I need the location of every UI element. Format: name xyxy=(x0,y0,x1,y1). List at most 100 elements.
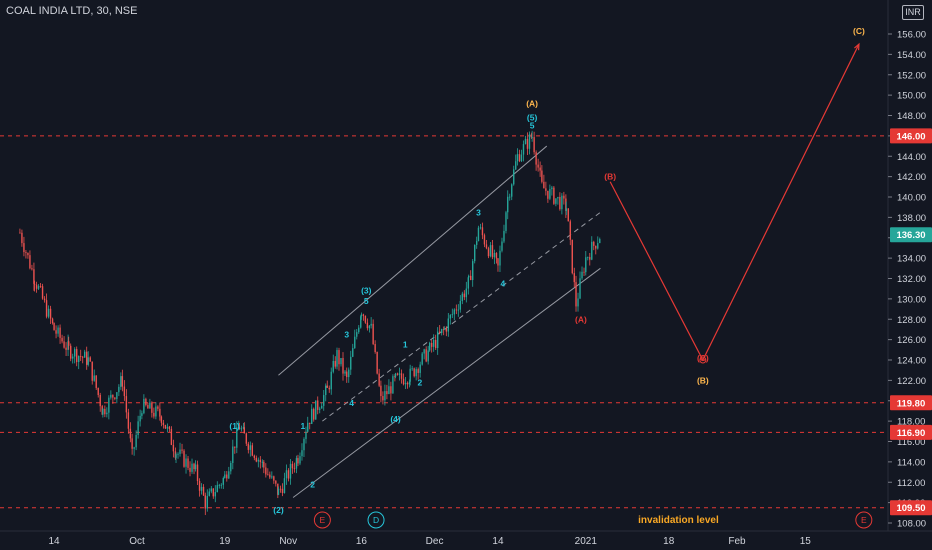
candle-body xyxy=(55,330,57,334)
candle-body xyxy=(436,331,439,349)
candle-body xyxy=(106,412,108,415)
wave-label: 1 xyxy=(300,421,305,431)
candle-body xyxy=(360,316,362,328)
candle-body xyxy=(137,421,139,436)
candle-body xyxy=(413,368,415,377)
candle-body xyxy=(555,198,557,204)
candle-body xyxy=(515,161,517,170)
price-tick-label: 126.00 xyxy=(897,335,926,346)
candle-body xyxy=(238,427,241,430)
currency-badge[interactable]: INR xyxy=(902,5,924,20)
candle-body xyxy=(191,463,193,472)
candle-body xyxy=(41,286,44,299)
candle-body xyxy=(591,241,593,260)
candle-body xyxy=(372,323,374,345)
candle-body xyxy=(368,325,371,329)
candle-body xyxy=(251,445,254,456)
price-tick-label: 148.00 xyxy=(897,111,926,122)
candle-body xyxy=(206,495,208,509)
candle-body xyxy=(267,474,269,476)
candle-body xyxy=(468,275,470,278)
candle-body xyxy=(102,408,104,415)
level-price-label: 119.80 xyxy=(897,398,926,409)
level-price-label: 109.50 xyxy=(896,503,925,514)
candle-body xyxy=(409,368,411,382)
candle-body xyxy=(187,458,189,468)
price-tick-label: 142.00 xyxy=(897,172,926,183)
candle-body xyxy=(495,253,498,259)
candle-body xyxy=(279,488,282,490)
candle-body xyxy=(309,422,311,424)
wave-label: 2 xyxy=(418,377,423,387)
candle-body xyxy=(283,478,286,494)
candle-body xyxy=(33,283,36,285)
candle-body xyxy=(208,491,210,496)
candle-body xyxy=(91,361,93,381)
candle-body xyxy=(172,444,175,452)
price-tick-label: 138.00 xyxy=(897,213,926,224)
candle-body xyxy=(330,371,332,390)
candle-body xyxy=(541,170,543,182)
channel-line xyxy=(322,211,601,422)
time-tick-label: 15 xyxy=(800,536,812,547)
candle-body xyxy=(483,235,486,245)
candle-body xyxy=(380,385,382,397)
candle-body xyxy=(65,347,67,350)
candle-body xyxy=(168,426,171,429)
candle-body xyxy=(451,314,454,316)
candle-body xyxy=(45,300,48,317)
candle-body xyxy=(599,239,601,244)
candle-body xyxy=(257,459,260,462)
candle-body xyxy=(157,406,159,409)
event-marker-label: D xyxy=(373,515,379,525)
time-tick-label: 2021 xyxy=(575,536,598,547)
candle-body xyxy=(224,474,226,478)
candle-body xyxy=(370,323,372,326)
candle-body xyxy=(487,248,490,257)
candle-body xyxy=(95,375,97,388)
candle-body xyxy=(390,386,392,394)
price-tick-label: 112.00 xyxy=(897,478,925,489)
candle-body xyxy=(477,227,480,242)
candle-body xyxy=(43,298,46,301)
price-tick-label: 116.00 xyxy=(897,437,925,448)
candle-body xyxy=(535,152,537,165)
candle-body xyxy=(93,375,95,381)
invalidation-annotation: invalidation level xyxy=(638,515,719,526)
candle-body xyxy=(87,357,89,365)
candle-body xyxy=(53,322,55,331)
candle-body xyxy=(428,342,431,351)
candle-body xyxy=(147,405,149,409)
candle-body xyxy=(396,373,399,375)
projection-path xyxy=(609,43,860,362)
candle-body xyxy=(382,396,384,401)
candle-body xyxy=(342,358,344,374)
candle-body xyxy=(51,318,54,323)
candle-body xyxy=(449,315,452,319)
time-tick-label: Feb xyxy=(728,536,746,547)
wave-label: (5) xyxy=(527,113,538,123)
candle-body xyxy=(47,308,50,317)
candle-body xyxy=(27,252,29,256)
candle-body xyxy=(549,189,551,199)
candle-body xyxy=(573,273,575,283)
candle-body xyxy=(463,293,466,298)
candle-body xyxy=(589,257,591,260)
candle-body xyxy=(232,446,234,463)
candle-body xyxy=(114,397,116,399)
candle-body xyxy=(364,315,367,323)
candle-body xyxy=(166,426,169,429)
candle-body xyxy=(489,245,492,257)
candle-body xyxy=(196,464,199,482)
candle-body xyxy=(328,387,330,390)
level-price-tag xyxy=(890,424,932,440)
candle-body xyxy=(78,355,80,363)
candle-body xyxy=(263,461,265,468)
candle-body xyxy=(461,293,464,301)
candle-body xyxy=(557,196,559,199)
candle-body xyxy=(247,443,250,450)
candle-body xyxy=(376,351,378,374)
candle-body xyxy=(503,230,505,242)
